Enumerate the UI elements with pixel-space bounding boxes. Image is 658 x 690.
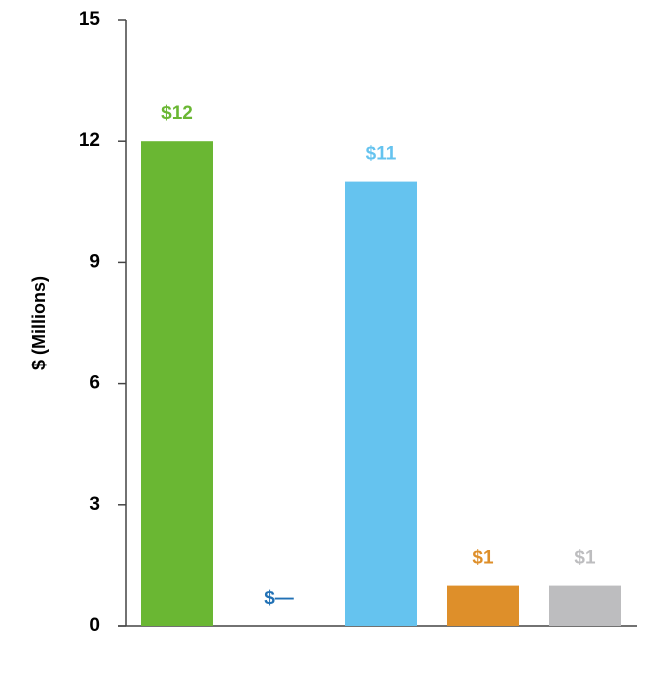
y-tick-label: 3 — [89, 494, 100, 515]
bar — [549, 585, 621, 626]
value-label: $12 — [161, 103, 193, 124]
y-tick-label: 15 — [79, 9, 101, 30]
bar — [345, 181, 417, 626]
y-tick-label: 6 — [89, 373, 100, 394]
y-tick-label: 0 — [89, 615, 100, 636]
value-label: $1 — [574, 548, 596, 569]
value-label: $11 — [366, 144, 397, 165]
value-label: $1 — [472, 548, 494, 569]
y-tick-label: 12 — [79, 130, 100, 151]
bar — [447, 585, 519, 626]
bar — [141, 141, 213, 626]
y-tick-label: 9 — [89, 251, 100, 272]
y-axis-title: $ (Millions) — [29, 276, 49, 370]
value-label: $— — [264, 588, 294, 609]
